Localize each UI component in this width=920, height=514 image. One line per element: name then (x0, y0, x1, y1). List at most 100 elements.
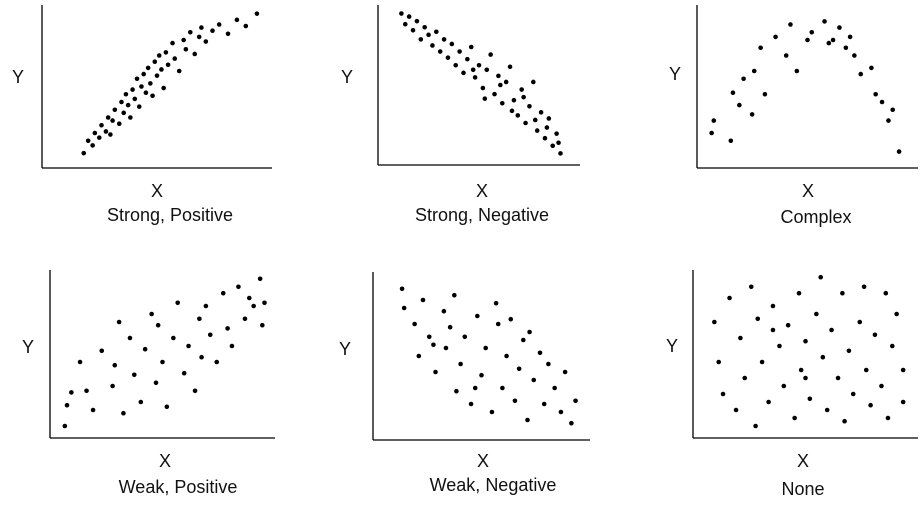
scatter-point (890, 343, 895, 349)
scatter-point (788, 22, 793, 27)
scatter-point (130, 87, 135, 92)
scatter-point (145, 65, 151, 71)
scatter-point (550, 143, 556, 149)
scatter-point (251, 303, 256, 309)
scatter-point (159, 67, 164, 72)
scatter-point (814, 311, 819, 317)
scatter-point (759, 359, 765, 365)
scatter-point (181, 37, 186, 43)
chart-caption: Weak, Negative (430, 475, 557, 495)
scatter-point (422, 24, 427, 30)
scatter-point (447, 324, 453, 330)
y-axis-label: Y (12, 67, 24, 87)
scatter-point (781, 383, 787, 389)
scatter-point (225, 326, 230, 331)
scatter-point (434, 29, 439, 35)
scatter-point (112, 362, 118, 368)
scatter-point (123, 91, 129, 97)
scatter-point (84, 388, 89, 394)
scatter-point (199, 354, 204, 360)
scatter-point (468, 44, 474, 50)
scatter-point (110, 383, 115, 389)
scatter-point (116, 121, 122, 126)
scatter-point (792, 415, 797, 421)
scatter-point (143, 90, 149, 95)
scatter-point (163, 50, 169, 55)
scatter-point (489, 409, 495, 415)
scatter-point (863, 367, 869, 373)
scatter-point (728, 138, 734, 144)
scatter-point (462, 334, 468, 340)
scatter-point (498, 82, 503, 88)
scatter-point (170, 40, 175, 46)
scatter-point (99, 348, 105, 354)
scatter-point (171, 335, 176, 341)
scatter-point (192, 51, 198, 57)
chart-caption: None (781, 479, 824, 499)
scatter-point (573, 398, 578, 404)
scatter-point (99, 122, 104, 128)
chart-caption: Weak, Positive (119, 477, 238, 497)
scatter-point (873, 91, 878, 97)
scatter-point (472, 75, 478, 80)
scatter-point (164, 404, 170, 410)
scatter-point (773, 34, 778, 40)
scatter-point (110, 118, 115, 123)
scatter-point (741, 76, 746, 82)
scatter-point (148, 81, 153, 86)
scatter-point (558, 151, 563, 156)
scatter-point (401, 305, 407, 311)
chart-caption: Strong, Negative (415, 205, 549, 225)
scatter-point (527, 329, 532, 335)
scatter-point (260, 322, 265, 328)
scatter-point (868, 402, 873, 408)
scatter-point (857, 319, 863, 325)
scatter-point (196, 34, 202, 40)
scatter-point (176, 68, 182, 74)
scatter-point (766, 399, 771, 405)
scatter-point (523, 120, 528, 126)
scatter-point (879, 383, 884, 389)
scatter-point (843, 45, 849, 51)
scatter-point (770, 327, 776, 333)
scatter-point (720, 391, 726, 397)
scatter-point (152, 59, 158, 64)
scatter-point (85, 138, 91, 144)
scatter-point (127, 335, 133, 341)
scatter-point (155, 322, 161, 328)
scatter-point (558, 409, 564, 415)
y-axis-label: Y (341, 67, 353, 87)
scatter-point (480, 85, 486, 91)
scatter-point (515, 113, 521, 118)
scatter-point (538, 110, 544, 115)
scatter-point (121, 110, 126, 116)
scatter-point (894, 311, 899, 317)
scatter-point (847, 34, 853, 40)
scatter-point (503, 79, 509, 85)
scatter-point (822, 19, 827, 24)
scatter-point (861, 284, 867, 290)
scatter-point (134, 76, 140, 82)
scatter-point (203, 39, 209, 44)
scatter-point (885, 415, 891, 421)
scatter-point (527, 103, 532, 109)
scatter-point (472, 385, 478, 391)
scatter-point (475, 313, 480, 319)
scatter-point (476, 62, 482, 68)
chart-caption: Complex (780, 207, 851, 227)
scatter-point (416, 353, 422, 359)
scatter-point (125, 102, 131, 108)
scatter-point (181, 370, 187, 376)
scatter-point (410, 27, 416, 33)
scatter-point (805, 37, 810, 43)
scatter-point (879, 99, 885, 105)
scatter-point (138, 399, 144, 405)
scatter-point (188, 29, 193, 35)
scatter-point (139, 84, 144, 89)
scatter-point (414, 18, 420, 24)
x-axis-label: X (151, 181, 163, 201)
scatter-point (495, 321, 501, 327)
scatter-point (399, 11, 404, 16)
scatter-point (749, 112, 755, 117)
